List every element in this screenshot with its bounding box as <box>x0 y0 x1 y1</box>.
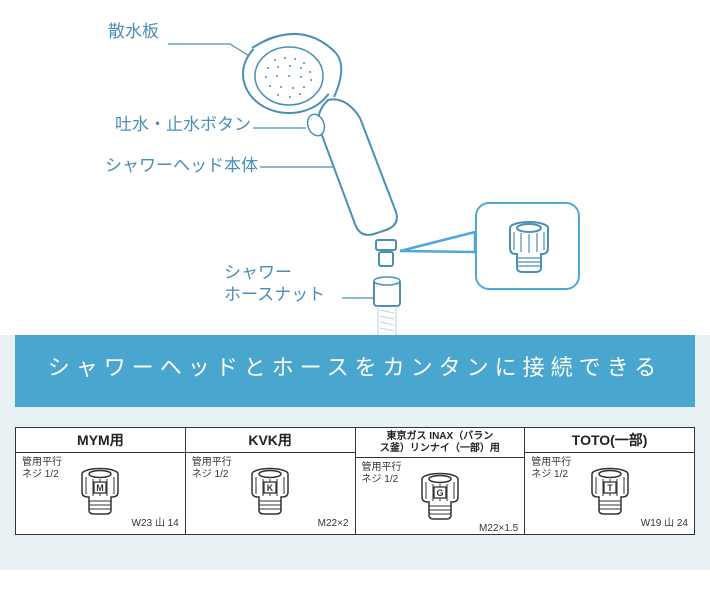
adapter-header: 東京ガス INAX（バランス釜）リンナイ（一部）用 <box>356 428 525 458</box>
thread-bottom: M22×2 <box>318 518 349 529</box>
adapter-icon: G <box>409 467 471 529</box>
banner: シャワーヘッドとホースをカンタンに接続できる <box>15 325 695 407</box>
lower-panel: シャワーヘッドとホースをカンタンに接続できる MYM用 管用平行 ネジ 1/2 … <box>0 325 710 570</box>
thread-bottom: W19 山 24 <box>641 514 688 529</box>
adapter-card: KVK用 管用平行 ネジ 1/2 K M22×2 <box>186 427 356 535</box>
adapter-card: MYM用 管用平行 ネジ 1/2 M W23 山 14 <box>15 427 186 535</box>
adapter-card: 東京ガス INAX（バランス釜）リンナイ（一部）用 管用平行 ネジ 1/2 G … <box>356 427 526 535</box>
adapter-body: 管用平行 ネジ 1/2 G M22×1.5 <box>356 458 525 538</box>
adapter-header: KVK用 <box>186 428 355 453</box>
adapter-header: TOTO(一部) <box>525 428 694 453</box>
connector-callout <box>475 202 580 290</box>
thread-top: 管用平行 ネジ 1/2 <box>192 457 232 481</box>
thread-bottom: M22×1.5 <box>479 523 518 534</box>
svg-text:K: K <box>267 483 274 493</box>
thread-top: 管用平行 ネジ 1/2 <box>531 457 571 481</box>
adapter-body: 管用平行 ネジ 1/2 K M22×2 <box>186 453 355 533</box>
adapter-icon: M <box>69 462 131 524</box>
svg-text:M: M <box>97 483 105 493</box>
adapter-card: TOTO(一部) 管用平行 ネジ 1/2 T W19 山 24 <box>525 427 695 535</box>
shower-head-diagram: 散水板 吐水・止水ボタン シャワーヘッド本体 シャワー ホースナット <box>0 0 710 335</box>
thread-top: 管用平行 ネジ 1/2 <box>22 457 62 481</box>
thread-bottom: W23 山 14 <box>132 514 179 529</box>
thread-top: 管用平行 ネジ 1/2 <box>362 462 402 486</box>
shower-head-svg <box>0 0 710 335</box>
adapter-header: MYM用 <box>16 428 185 453</box>
svg-text:G: G <box>436 488 443 498</box>
adapter-icon: T <box>579 462 641 524</box>
adapter-table: MYM用 管用平行 ネジ 1/2 M W23 山 14 KVK用 管用平行 ネジ… <box>15 427 695 535</box>
connector-callout-svg <box>477 204 582 292</box>
adapter-icon: K <box>239 462 301 524</box>
adapter-body: 管用平行 ネジ 1/2 M W23 山 14 <box>16 453 185 533</box>
adapter-body: 管用平行 ネジ 1/2 T W19 山 24 <box>525 453 694 533</box>
svg-text:T: T <box>607 483 613 493</box>
